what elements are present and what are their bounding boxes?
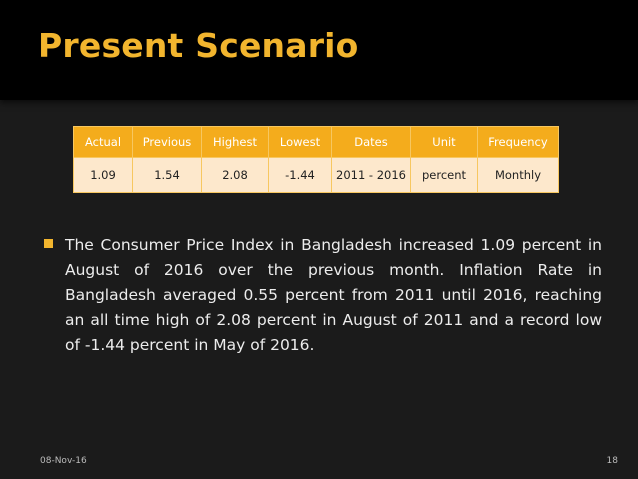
cell-actual: 1.09 — [73, 157, 133, 193]
bullet-item: The Consumer Price Index in Bangladesh i… — [44, 233, 602, 358]
table-row: 1.09 1.54 2.08 -1.44 2011 - 2016 percent… — [73, 157, 559, 193]
cell-previous: 1.54 — [132, 157, 202, 193]
slide-title: Present Scenario — [38, 26, 359, 65]
page-number: 18 — [606, 456, 618, 466]
header-dates: Dates — [331, 126, 411, 158]
bullet-text: The Consumer Price Index in Bangladesh i… — [65, 236, 602, 354]
header-unit: Unit — [410, 126, 478, 158]
cell-dates: 2011 - 2016 — [331, 157, 411, 193]
title-bar: Present Scenario — [0, 0, 638, 100]
header-previous: Previous — [132, 126, 202, 158]
square-bullet-icon — [44, 239, 53, 248]
header-highest: Highest — [201, 126, 269, 158]
header-lowest: Lowest — [268, 126, 332, 158]
cell-lowest: -1.44 — [268, 157, 332, 193]
footer-date: 08-Nov-16 — [40, 456, 87, 466]
cell-unit: percent — [410, 157, 478, 193]
table-header-row: Actual Previous Highest Lowest Dates Uni… — [73, 126, 559, 158]
indicator-table: Actual Previous Highest Lowest Dates Uni… — [73, 126, 559, 193]
header-actual: Actual — [73, 126, 133, 158]
cell-highest: 2.08 — [201, 157, 269, 193]
cell-frequency: Monthly — [477, 157, 559, 193]
header-frequency: Frequency — [477, 126, 559, 158]
